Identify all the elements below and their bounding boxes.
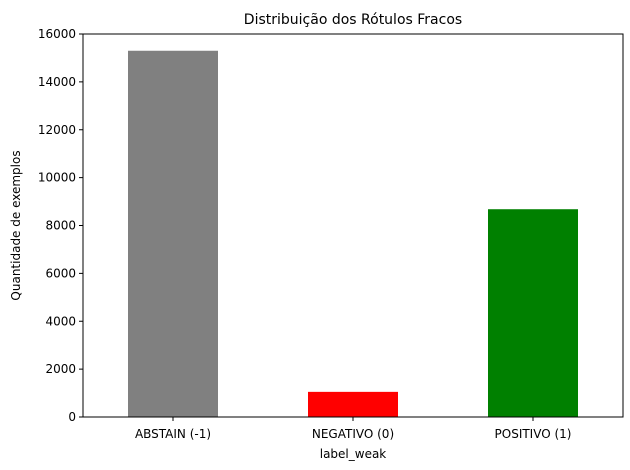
- x-axis: ABSTAIN (-1) NEGATIVO (0) POSITIVO (1): [135, 417, 572, 441]
- y-axis: 0 2000 4000 6000 8000 10000 12000 14000 16000: [38, 27, 83, 424]
- y-tick-label-1: 2000: [45, 362, 76, 376]
- bar-1: [308, 391, 398, 417]
- y-tick-label-0: 0: [68, 410, 76, 424]
- y-tick-label-4: 8000: [45, 219, 76, 233]
- y-tick-label-5: 10000: [38, 171, 76, 185]
- y-tick-label-7: 14000: [38, 75, 76, 89]
- x-axis-label: label_weak: [320, 447, 387, 461]
- x-tick-label-0: ABSTAIN (-1): [135, 427, 211, 441]
- y-axis-label: Quantidade de exemplos: [9, 150, 23, 300]
- bars-group: [128, 50, 578, 417]
- y-tick-label-3: 6000: [45, 266, 76, 280]
- y-tick-label-2: 4000: [45, 314, 76, 328]
- chart-title: Distribuição dos Rótulos Fracos: [244, 12, 462, 28]
- x-tick-label-2: POSITIVO (1): [495, 427, 572, 441]
- x-tick-label-1: NEGATIVO (0): [312, 427, 394, 441]
- y-tick-label-6: 12000: [38, 123, 76, 137]
- plot-frame: [82, 33, 624, 418]
- bar-2: [488, 209, 578, 417]
- bar-0: [128, 50, 218, 417]
- y-tick-label-8: 16000: [38, 27, 76, 41]
